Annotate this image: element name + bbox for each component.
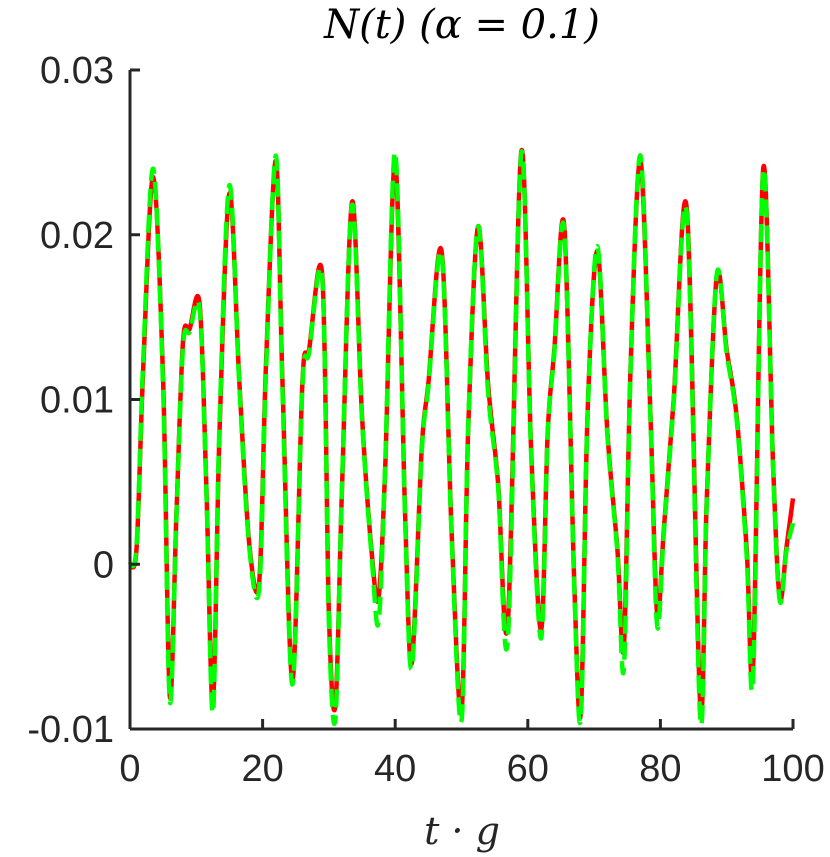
x-axis-label: t · g [424, 809, 500, 853]
y-tick-label: 0.02 [40, 215, 114, 257]
x-tick-label: 100 [761, 748, 824, 790]
series-2-line [127, 149, 796, 728]
y-tick-label: -0.01 [27, 709, 114, 751]
x-tick-label: 60 [507, 748, 549, 790]
x-tick-label: 0 [119, 748, 140, 790]
x-tick-label: 80 [639, 748, 681, 790]
series-layer [127, 147, 796, 728]
chart-title: N(t) (α = 0.1) [323, 2, 600, 48]
x-tick-label: 20 [241, 748, 283, 790]
y-tick-label: 0.03 [40, 50, 114, 92]
x-tick-label: 40 [374, 748, 416, 790]
y-tick-label: 0 [93, 544, 114, 586]
y-tick-label: 0.01 [40, 380, 114, 422]
